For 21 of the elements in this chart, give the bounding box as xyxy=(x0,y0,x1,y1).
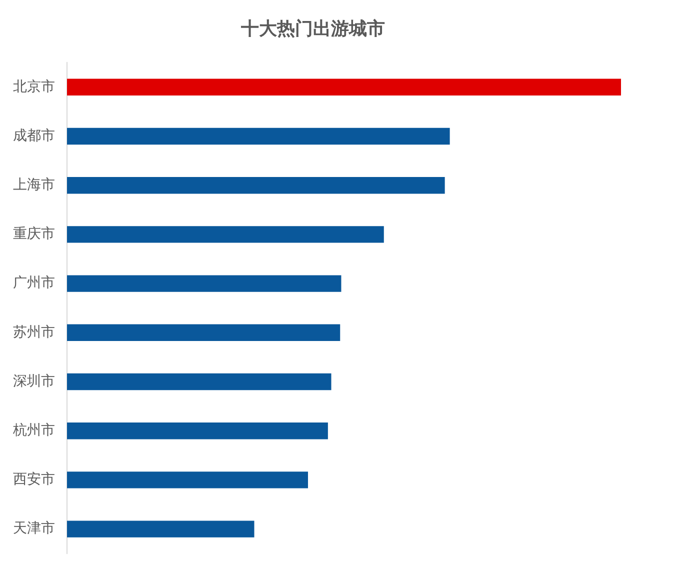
bar xyxy=(67,472,308,488)
chart-title: 十大热门出游城市 xyxy=(240,18,385,40)
y-tick-label: 重庆市 xyxy=(13,226,55,242)
bar xyxy=(67,324,340,341)
y-tick-label: 北京市 xyxy=(13,78,55,95)
y-tick-label: 深圳市 xyxy=(13,373,55,390)
y-tick-label: 广州市 xyxy=(13,275,55,292)
bar xyxy=(67,128,450,145)
y-tick-label: 天津市 xyxy=(13,520,55,537)
bar xyxy=(67,373,332,390)
bar xyxy=(67,177,445,194)
bar xyxy=(67,422,328,440)
y-tick-label: 成都市 xyxy=(13,128,55,144)
bar xyxy=(67,78,621,96)
y-tick-label: 苏州市 xyxy=(13,324,55,340)
bar xyxy=(67,275,342,292)
bar xyxy=(67,226,384,243)
y-tick-label: 西安市 xyxy=(13,472,55,488)
bar xyxy=(67,520,254,538)
y-tick-label: 杭州市 xyxy=(12,422,55,438)
y-tick-label: 上海市 xyxy=(13,176,55,193)
